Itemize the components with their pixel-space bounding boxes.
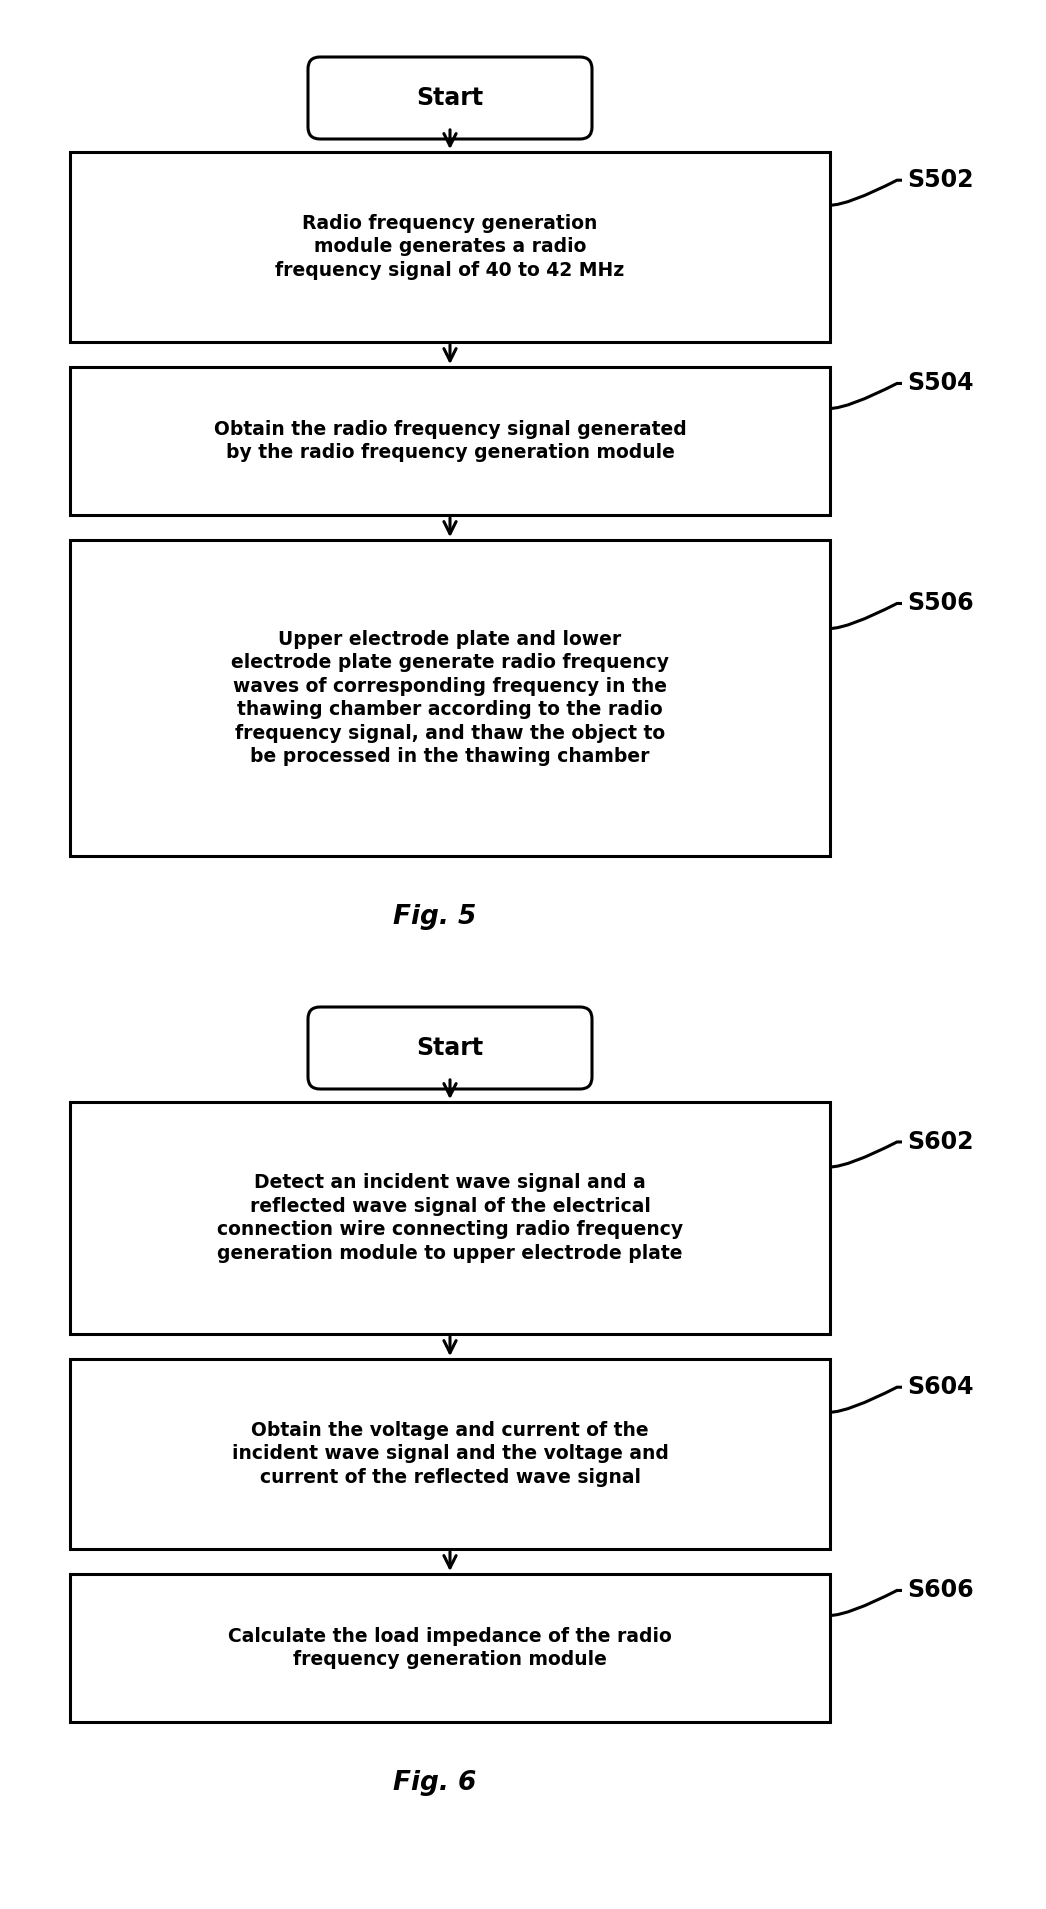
Text: S504: S504 — [907, 372, 974, 395]
FancyBboxPatch shape — [70, 367, 829, 515]
Text: S606: S606 — [907, 1579, 974, 1602]
Text: Detect an incident wave signal and a
reflected wave signal of the electrical
con: Detect an incident wave signal and a ref… — [217, 1174, 683, 1262]
Text: Upper electrode plate and lower
electrode plate generate radio frequency
waves o: Upper electrode plate and lower electrod… — [231, 630, 669, 766]
Text: S602: S602 — [907, 1130, 974, 1153]
Text: S506: S506 — [907, 592, 974, 615]
FancyBboxPatch shape — [70, 153, 829, 342]
Text: Start: Start — [416, 86, 483, 111]
FancyBboxPatch shape — [308, 57, 592, 139]
Text: Obtain the voltage and current of the
incident wave signal and the voltage and
c: Obtain the voltage and current of the in… — [231, 1420, 668, 1487]
FancyBboxPatch shape — [70, 540, 829, 855]
Text: Fig. 6: Fig. 6 — [393, 1770, 477, 1796]
FancyBboxPatch shape — [70, 1101, 829, 1334]
Text: Calculate the load impedance of the radio
frequency generation module: Calculate the load impedance of the radi… — [228, 1626, 672, 1668]
FancyBboxPatch shape — [70, 1359, 829, 1548]
FancyBboxPatch shape — [70, 1575, 829, 1722]
Text: Fig. 5: Fig. 5 — [393, 905, 477, 930]
Text: S604: S604 — [907, 1374, 974, 1399]
Text: Start: Start — [416, 1037, 483, 1059]
Text: Obtain the radio frequency signal generated
by the radio frequency generation mo: Obtain the radio frequency signal genera… — [213, 420, 686, 462]
Text: S502: S502 — [907, 168, 974, 193]
FancyBboxPatch shape — [308, 1008, 592, 1088]
Text: Radio frequency generation
module generates a radio
frequency signal of 40 to 42: Radio frequency generation module genera… — [275, 214, 624, 281]
